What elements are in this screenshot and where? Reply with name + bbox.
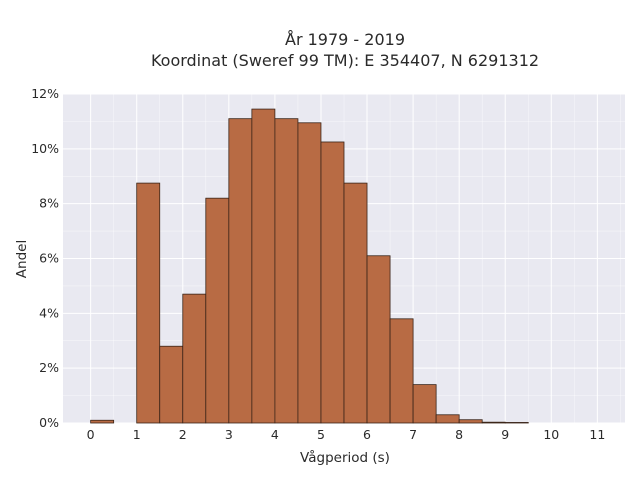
x-tick-label: 7: [409, 427, 417, 442]
histogram-bar: [159, 345, 184, 424]
histogram-bar: [504, 422, 529, 424]
y-tick-label: 4%: [39, 305, 59, 320]
x-tick-label: 6: [363, 427, 371, 442]
histogram-bar: [458, 419, 483, 424]
histogram-bar: [205, 197, 230, 424]
histogram-bar: [228, 118, 253, 424]
histogram-bar: [136, 182, 161, 424]
y-tick-label: 8%: [39, 196, 59, 211]
y-tick-label: 0%: [39, 415, 59, 430]
histogram-bar: [320, 141, 345, 424]
chart-title-line-2: Koordinat (Sweref 99 TM): E 354407, N 62…: [151, 51, 539, 70]
histogram-bar: [366, 255, 391, 424]
histogram-bar: [251, 108, 276, 424]
x-axis-label: Vågperiod (s): [300, 449, 390, 466]
bars: [90, 108, 529, 424]
x-tick-label: 4: [271, 427, 279, 442]
histogram-bar: [435, 414, 460, 424]
x-tick-label: 1: [133, 427, 141, 442]
histogram-bar: [389, 318, 414, 424]
histogram-bar: [90, 419, 115, 424]
x-tick-label: 3: [225, 427, 233, 442]
histogram-bar: [274, 118, 299, 424]
histogram-bar: [297, 122, 322, 424]
x-tick-label: 11: [589, 427, 605, 442]
histogram-bar: [182, 293, 207, 424]
x-tick-label: 2: [179, 427, 187, 442]
histogram-bar: [412, 384, 437, 424]
y-tick-label: 12%: [31, 86, 59, 101]
x-tick-label: 10: [543, 427, 559, 442]
chart-title-line-1: År 1979 - 2019: [285, 30, 405, 49]
y-axis-ticks: 0% 2% 4% 6% 8% 10% 12%: [31, 86, 59, 430]
histogram-bar: [343, 182, 368, 424]
x-tick-label: 9: [501, 427, 509, 442]
y-tick-label: 6%: [39, 251, 59, 266]
x-axis-ticks: 0 1 2 3 4 5 6 7 8 9 10 11: [87, 427, 606, 442]
x-tick-label: 0: [87, 427, 95, 442]
y-axis-label: Andel: [14, 240, 30, 278]
y-tick-label: 10%: [31, 141, 59, 156]
x-tick-label: 5: [317, 427, 325, 442]
x-tick-label: 8: [455, 427, 463, 442]
y-tick-label: 2%: [39, 360, 59, 375]
histogram-bar: [481, 421, 506, 424]
